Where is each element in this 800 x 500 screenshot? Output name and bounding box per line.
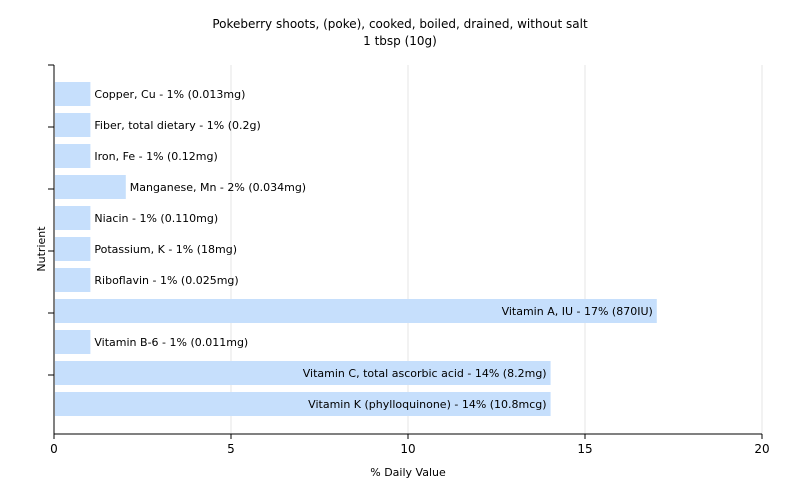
y-axis-label: Nutrient (35, 226, 48, 272)
bar-1 (55, 113, 91, 137)
bar-label-0: Copper, Cu - 1% (0.013mg) (94, 88, 245, 101)
chart-subtitle: 1 tbsp (10g) (363, 34, 437, 48)
bars-group: Copper, Cu - 1% (0.013mg) Fiber, total di… (55, 82, 657, 416)
axes-group (48, 64, 763, 439)
bar-label-7: Vitamin A, IU - 17% (870IU) (502, 305, 653, 318)
x-tick-label-0: 0 (50, 442, 58, 456)
bar-9 (55, 361, 551, 385)
bar-5 (55, 237, 91, 261)
bar-0 (55, 82, 91, 106)
bar-label-10: Vitamin K (phylloquinone) - 14% (10.8mcg… (308, 398, 546, 411)
chart-title: Pokeberry shoots, (poke), cooked, boiled… (212, 17, 588, 31)
bar-label-3: Manganese, Mn - 2% (0.034mg) (130, 181, 306, 194)
bar-7 (55, 299, 657, 323)
x-axis-label: % Daily Value (370, 466, 446, 479)
bar-8 (55, 330, 91, 354)
bar-label-4: Niacin - 1% (0.110mg) (94, 212, 218, 225)
bar-label-9: Vitamin C, total ascorbic acid - 14% (8.… (303, 367, 547, 380)
bar-label-5: Potassium, K - 1% (18mg) (94, 243, 237, 256)
bar-4 (55, 206, 91, 230)
x-tick-label-3: 15 (577, 442, 592, 456)
x-tick-label-4: 20 (754, 442, 769, 456)
bar-label-2: Iron, Fe - 1% (0.12mg) (94, 150, 217, 163)
bar-10 (55, 392, 551, 416)
bar-label-8: Vitamin B-6 - 1% (0.011mg) (94, 336, 248, 349)
bar-label-6: Riboflavin - 1% (0.025mg) (94, 274, 238, 287)
x-tick-labels: 0 5 10 15 20 (50, 442, 769, 456)
x-tick-label-1: 5 (227, 442, 235, 456)
x-tick-label-2: 10 (400, 442, 415, 456)
bar-2 (55, 144, 91, 168)
bar-3 (55, 175, 126, 199)
bar-label-1: Fiber, total dietary - 1% (0.2g) (94, 119, 260, 132)
bar-6 (55, 268, 91, 292)
